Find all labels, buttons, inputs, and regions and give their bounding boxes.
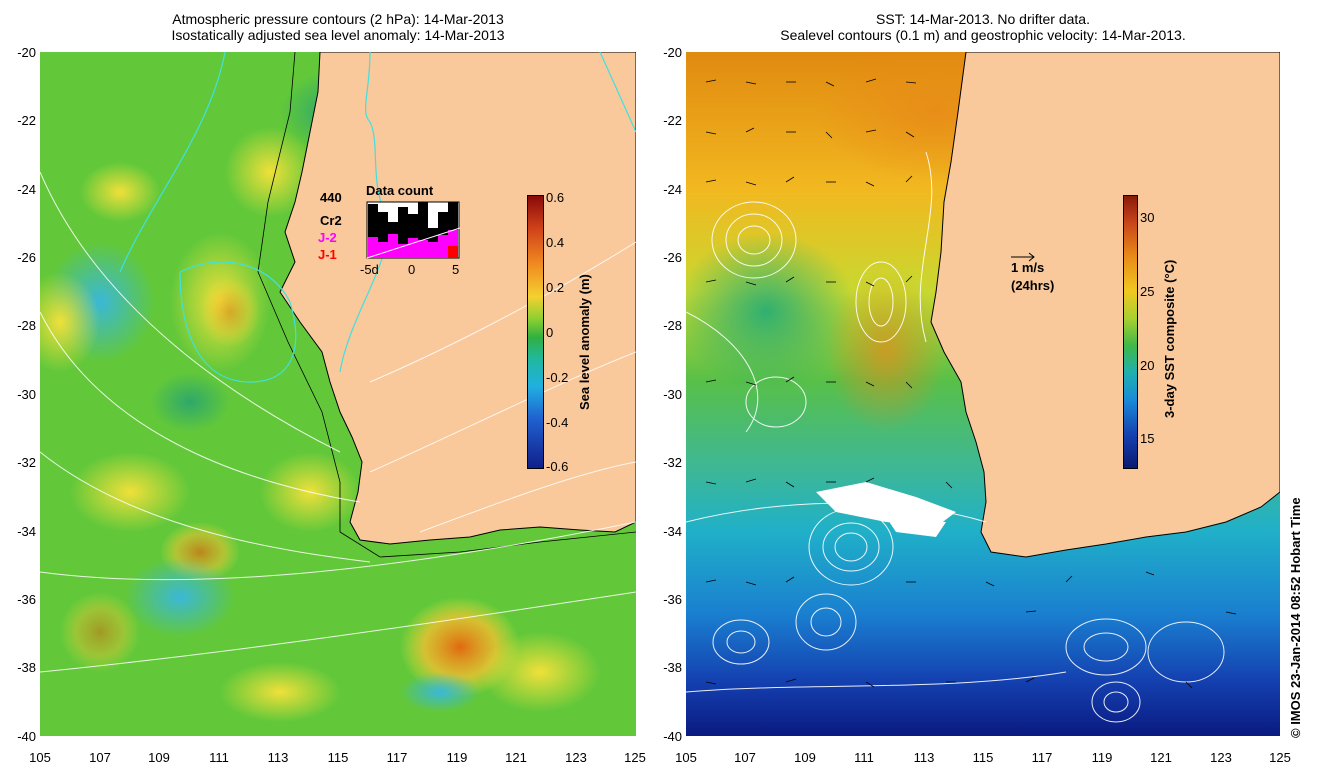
y-tick: -26	[17, 250, 36, 265]
x-tick: 115	[327, 750, 349, 765]
colorbar-tick: -0.2	[546, 370, 569, 385]
colorbar-tick: 0.6	[546, 190, 565, 205]
x-tick: 117	[386, 750, 408, 765]
y-tick: -32	[663, 455, 682, 470]
australia-landmass-right	[930, 52, 1280, 558]
colorbar-tick: 15	[1140, 431, 1155, 446]
x-tick: 121	[505, 750, 527, 765]
y-tick: -20	[663, 45, 682, 60]
x-tick: 117	[1031, 750, 1053, 765]
x-tick: 125	[1269, 750, 1291, 765]
y-tick: -36	[663, 592, 682, 607]
y-tick: -24	[17, 182, 36, 197]
y-tick: -34	[17, 524, 36, 539]
y-tick: -20	[17, 45, 36, 60]
y-tick: -32	[17, 455, 36, 470]
australia-landmass	[279, 52, 636, 545]
colorbar-tick: 0.2	[546, 280, 565, 295]
left-title-line2: Isostatically adjusted sea level anomaly…	[171, 27, 505, 43]
series-label-cr2: Cr2	[320, 213, 342, 228]
y-tick: -26	[663, 250, 682, 265]
geostrophic-velocity-arrows	[705, 78, 1237, 689]
y-tick: -34	[663, 524, 682, 539]
y-tick: -38	[663, 660, 682, 675]
x-tick: 113	[267, 750, 289, 765]
y-tick: -36	[17, 592, 36, 607]
x-tick: 115	[972, 750, 994, 765]
right-title-line1: SST: 14-Mar-2013. No drifter data.	[876, 11, 1090, 27]
y-tick: -30	[663, 387, 682, 402]
colorbar-tick: 0.4	[546, 235, 565, 250]
y-tick: -28	[17, 318, 36, 333]
sst-map	[686, 52, 1280, 736]
left-title-line1: Atmospheric pressure contours (2 hPa): 1…	[172, 11, 504, 27]
velocity-scale-label: 1 m/s	[1011, 260, 1045, 275]
sea-level-anomaly-map	[40, 52, 636, 736]
sea-level-colorbar	[527, 195, 544, 469]
data-count-x-zero: 0	[408, 262, 416, 277]
y-tick: -22	[17, 113, 36, 128]
series-label-j2: J-2	[318, 230, 337, 245]
colorbar-tick: 30	[1140, 210, 1155, 225]
velocity-scale-arrow	[1011, 252, 1035, 262]
data-count-inset	[366, 201, 461, 259]
x-tick: 113	[913, 750, 935, 765]
data-count-title: Data count	[366, 183, 434, 198]
y-tick: -40	[17, 729, 36, 744]
x-tick: 119	[446, 750, 468, 765]
colorbar-tick: -0.6	[546, 459, 569, 474]
y-tick: -38	[17, 660, 36, 675]
velocity-scale-sublabel: (24hrs)	[1011, 278, 1055, 293]
left-title: Atmospheric pressure contours (2 hPa): 1…	[40, 11, 636, 43]
x-tick: 105	[29, 750, 51, 765]
x-tick: 109	[794, 750, 816, 765]
x-tick: 107	[89, 750, 111, 765]
x-tick: 107	[734, 750, 756, 765]
warm-eddy	[826, 272, 946, 432]
cool-eddy	[686, 232, 856, 392]
right-title: SST: 14-Mar-2013. No drifter data. Seale…	[686, 11, 1280, 43]
x-tick: 111	[854, 750, 874, 765]
anomaly-patches	[40, 72, 600, 722]
colorbar-tick: 20	[1140, 358, 1155, 373]
colorbar-tick: 25	[1140, 284, 1155, 299]
data-count-x-min: -5d	[360, 262, 379, 277]
sst-colorbar	[1123, 195, 1138, 469]
colorbar-tick: 0	[546, 325, 554, 340]
sea-level-colorbar-label: Sea level anomaly (m)	[577, 274, 592, 410]
sea-level-contours	[686, 151, 1225, 723]
sst-colorbar-label: 3-day SST composite (°C)	[1162, 259, 1177, 418]
x-tick: 109	[148, 750, 170, 765]
imos-credit: © IMOS 23-Jan-2014 08:52 Hobart Time	[1288, 497, 1303, 738]
x-tick: 123	[1210, 750, 1232, 765]
pressure-isobars	[40, 171, 636, 673]
data-count-x-max: 5	[452, 262, 460, 277]
y-tick: -30	[17, 387, 36, 402]
y-tick: -22	[663, 113, 682, 128]
x-tick: 121	[1150, 750, 1172, 765]
y-tick: -28	[663, 318, 682, 333]
y-tick: -40	[663, 729, 682, 744]
x-tick: 111	[209, 750, 229, 765]
x-tick: 119	[1091, 750, 1113, 765]
atmospheric-pressure-contours	[119, 52, 636, 383]
data-count-max: 440	[320, 190, 342, 205]
colorbar-tick: -0.4	[546, 415, 569, 430]
x-tick: 105	[675, 750, 697, 765]
right-title-line2: Sealevel contours (0.1 m) and geostrophi…	[780, 27, 1186, 43]
y-tick: -24	[663, 182, 682, 197]
x-tick: 123	[565, 750, 587, 765]
series-label-j1: J-1	[318, 247, 337, 262]
x-tick: 125	[624, 750, 646, 765]
